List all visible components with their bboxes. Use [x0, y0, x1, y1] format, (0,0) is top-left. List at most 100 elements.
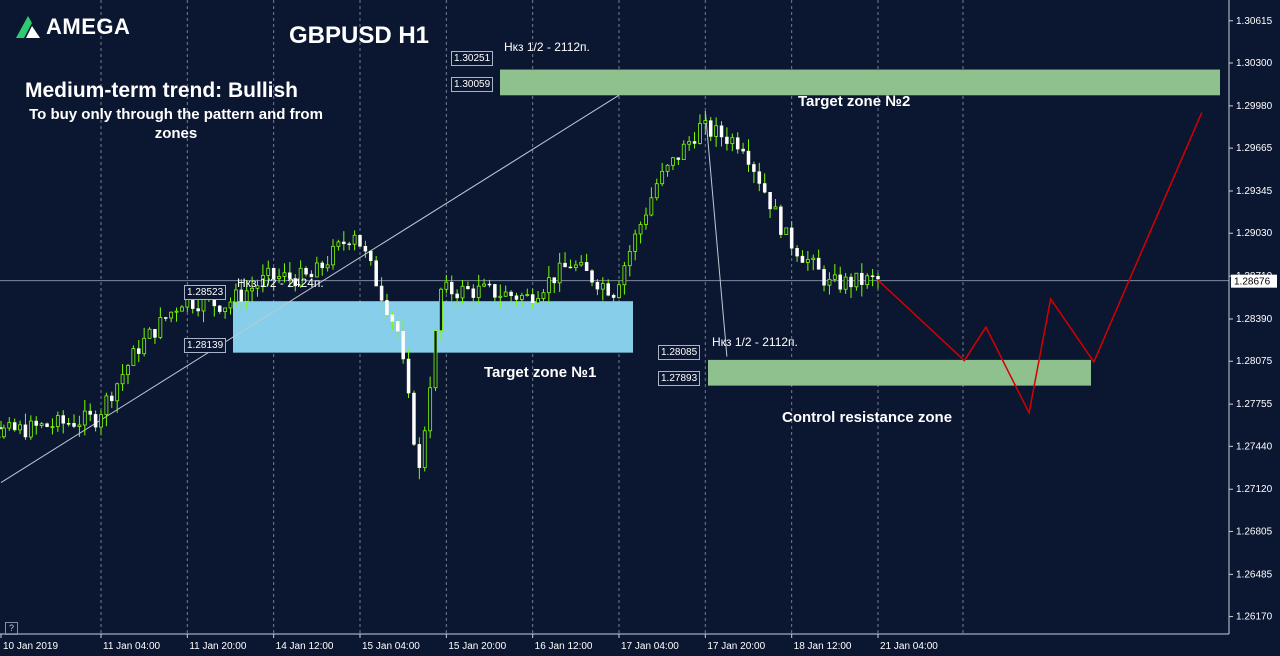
- candle-body: [698, 123, 702, 144]
- candle-body: [314, 262, 319, 278]
- candle-body: [28, 420, 33, 438]
- candle-body: [93, 414, 98, 428]
- time-tick-label: 17 Jan 04:00: [621, 641, 679, 652]
- candle-body: [169, 311, 174, 319]
- target1-note: Нкз 1/2 - 2424п.: [237, 276, 324, 290]
- candle-body: [288, 272, 292, 279]
- candle-body: [309, 273, 314, 278]
- candle-body: [342, 241, 346, 245]
- candle-body: [449, 281, 454, 295]
- help-icon[interactable]: ?: [5, 622, 18, 635]
- candle-body: [627, 251, 632, 267]
- candle-body: [870, 275, 875, 278]
- candle-body: [471, 288, 476, 298]
- candle-body: [622, 265, 627, 286]
- candle-body: [126, 365, 130, 376]
- candle-body: [482, 283, 487, 287]
- candle-body: [66, 423, 71, 425]
- time-tick-label: 18 Jan 12:00: [794, 641, 852, 652]
- candle-body: [39, 423, 44, 426]
- candle-body: [196, 308, 200, 312]
- candle-body: [417, 444, 422, 468]
- candle-body: [509, 291, 513, 297]
- brand-name: AMEGA: [46, 14, 131, 39]
- candle-body: [385, 300, 389, 316]
- candle-body: [358, 234, 362, 247]
- projection-path: [877, 112, 1203, 416]
- trend-note: To buy only through the pattern and from…: [29, 106, 323, 142]
- candle-body: [99, 414, 103, 428]
- candle-body: [779, 206, 783, 235]
- candle-body: [88, 410, 92, 415]
- candle-body: [244, 290, 249, 302]
- control-lower-price: 1.27893: [658, 371, 701, 386]
- target1-lower-price: 1.28139: [184, 338, 227, 353]
- candle-body: [460, 285, 465, 299]
- candle-body: [298, 267, 303, 287]
- candle-body: [34, 420, 38, 426]
- current-price-label: 1.28676: [1234, 277, 1271, 288]
- candle-body: [45, 423, 49, 427]
- candle-body: [541, 292, 546, 299]
- time-tick-label: 11 Jan 04:00: [103, 641, 161, 652]
- candle-body: [703, 120, 708, 124]
- candle-body: [444, 281, 449, 290]
- candle-body: [773, 206, 778, 210]
- candle-body: [331, 245, 335, 266]
- zone-rectangles: [233, 69, 1220, 386]
- trend-line: [0, 94, 620, 483]
- grid-lines: [0, 0, 1229, 634]
- candle-body: [584, 262, 589, 271]
- candle-body: [142, 337, 147, 355]
- candle-body: [638, 224, 643, 235]
- candle-body: [832, 274, 837, 280]
- price-tick-label: 1.28390: [1236, 314, 1273, 325]
- candle-body: [320, 262, 324, 269]
- candle-body: [255, 285, 260, 289]
- candle-body: [260, 275, 265, 287]
- candle-body: [498, 295, 503, 298]
- candle-body: [757, 171, 762, 184]
- candle-body: [61, 415, 65, 424]
- candle-body: [23, 424, 28, 438]
- time-tick-label: 15 Jan 04:00: [362, 641, 420, 652]
- target-zone-2: [500, 69, 1220, 96]
- candle-body: [158, 317, 163, 338]
- candle-body: [390, 314, 395, 322]
- candle-body: [552, 277, 556, 284]
- candle-body: [250, 287, 254, 292]
- candle-body: [654, 183, 659, 199]
- trend-line: [704, 111, 728, 357]
- candle-body: [428, 387, 433, 432]
- candle-body: [228, 301, 233, 309]
- candle-body: [439, 288, 443, 332]
- candle-body: [304, 268, 308, 275]
- candle-body: [762, 183, 767, 193]
- candle-body: [77, 424, 82, 427]
- time-tick-label: 10 Jan 2019: [3, 641, 58, 652]
- candle-body: [233, 289, 238, 303]
- trend-title: Medium-term trend: Bullish: [25, 79, 299, 102]
- candle-body: [860, 272, 864, 285]
- candle-body: [546, 277, 551, 294]
- candle-body: [692, 141, 697, 144]
- candle-body: [752, 164, 756, 172]
- candle-body: [164, 317, 168, 319]
- candle-body: [271, 268, 276, 279]
- control-label: Control resistance zone: [782, 409, 953, 426]
- target-zone-1: [233, 301, 633, 353]
- candle-body: [137, 348, 141, 354]
- candle-body: [406, 358, 411, 394]
- candle-body: [606, 283, 610, 296]
- candle-body: [525, 294, 530, 296]
- candle-body: [735, 137, 740, 150]
- candle-body: [563, 262, 567, 268]
- candle-body: [363, 246, 368, 252]
- candle-body: [223, 307, 228, 312]
- time-axis: 10 Jan 2019 11 Jan 04:00 11 Jan 20:00 14 Ja…: [0, 633, 1229, 652]
- target1-label: Target zone №1: [484, 364, 597, 381]
- candle-body: [579, 261, 584, 266]
- candle-body: [600, 283, 605, 290]
